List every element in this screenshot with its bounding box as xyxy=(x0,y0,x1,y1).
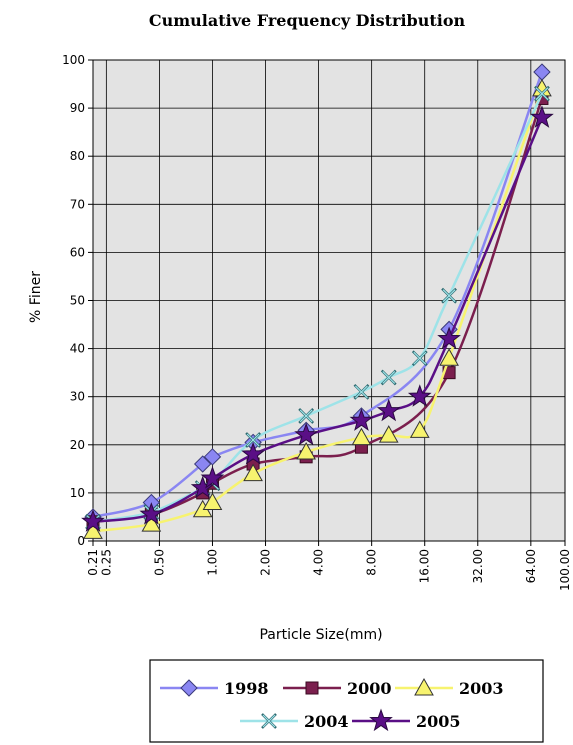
legend-marker-2005 xyxy=(369,708,393,732)
y-tick-label: 20 xyxy=(70,438,85,452)
data-point-2005 xyxy=(200,465,225,489)
data-point-2003 xyxy=(378,425,399,443)
data-point-2004 xyxy=(534,85,550,102)
x-tick-label: 0.21 xyxy=(86,549,100,576)
chart-title: Cumulative Frequency Distribution xyxy=(149,11,466,30)
y-tick-label: 90 xyxy=(70,101,85,115)
y-tick-label: 40 xyxy=(70,342,85,356)
y-tick-label: 50 xyxy=(70,294,85,308)
data-point-2003 xyxy=(439,348,459,366)
x-tick-label: 64.00 xyxy=(524,549,538,583)
data-point-2005 xyxy=(81,509,105,532)
data-point-2005 xyxy=(349,408,374,431)
y-tick-label: 80 xyxy=(70,149,85,163)
legend-marker-1998 xyxy=(180,679,198,697)
data-point-2003 xyxy=(83,521,103,539)
y-tick-label: 60 xyxy=(70,245,85,259)
y-tick-label: 10 xyxy=(70,486,85,500)
data-point-1998 xyxy=(203,448,222,466)
x-tick-label: 4.00 xyxy=(312,549,326,576)
x-axis-label: Particle Size(mm) xyxy=(259,627,382,643)
y-axis-label: % Finer xyxy=(28,271,44,323)
data-point-1998 xyxy=(193,455,212,473)
data-point-2003 xyxy=(296,441,317,460)
data-point-2003 xyxy=(351,427,372,446)
data-point-2003 xyxy=(243,463,263,482)
plot-area: 0 10 20 30 40 50 60 70 80 90 100 0.21 0.25 0.50 1.00 2.… xyxy=(62,53,572,591)
legend-label-2005: 2005 xyxy=(416,712,461,731)
data-point-2003 xyxy=(409,420,430,438)
legend-label-1998: 1998 xyxy=(224,679,269,698)
data-point-2004 xyxy=(298,408,315,424)
series-2005 xyxy=(81,105,554,532)
x-tick-label: 0.50 xyxy=(152,549,166,576)
data-point-2005 xyxy=(376,398,401,422)
data-point-2005 xyxy=(294,422,319,446)
x-tick-label: 100.00 xyxy=(558,549,572,591)
series-2003 xyxy=(83,78,552,539)
data-point-2005 xyxy=(437,326,461,350)
legend: 1998 2000 2003 2004 2005 xyxy=(149,659,544,743)
legend-marker-2004 xyxy=(261,713,277,729)
series-line-2000 xyxy=(92,98,544,524)
data-point-2005 xyxy=(530,105,554,128)
data-point-2004 xyxy=(380,369,397,386)
data-point-2004 xyxy=(353,384,370,400)
x-tick-label: 1.00 xyxy=(205,549,219,576)
legend-marker-2003 xyxy=(414,677,434,696)
legend-label-2004: 2004 xyxy=(304,712,349,731)
data-point-2003 xyxy=(202,492,223,511)
data-point-2005 xyxy=(407,384,432,407)
y-tick-label: 0 xyxy=(77,534,85,548)
data-point-2005 xyxy=(139,502,164,525)
y-tick-label: 70 xyxy=(70,197,85,211)
x-tick-label: 32.00 xyxy=(471,549,485,583)
data-point-2004 xyxy=(441,287,457,304)
x-tick-label: 8.00 xyxy=(365,549,379,576)
legend-box xyxy=(149,659,544,743)
x-tick-label: 0.25 xyxy=(99,549,113,576)
series-line-1998 xyxy=(92,71,544,519)
data-point-2005 xyxy=(241,441,265,465)
y-tick-label: 100 xyxy=(62,53,85,67)
legend-label-2000: 2000 xyxy=(347,679,392,698)
data-point-2004 xyxy=(245,432,261,448)
x-tick-label: 16.00 xyxy=(418,549,432,583)
data-point-2004 xyxy=(411,350,428,367)
legend-marker-2000 xyxy=(305,681,319,695)
x-tick-label: 2.00 xyxy=(259,549,273,576)
data-point-2003 xyxy=(141,514,162,532)
y-tick-label: 30 xyxy=(70,390,85,404)
legend-label-2003: 2003 xyxy=(459,679,504,698)
